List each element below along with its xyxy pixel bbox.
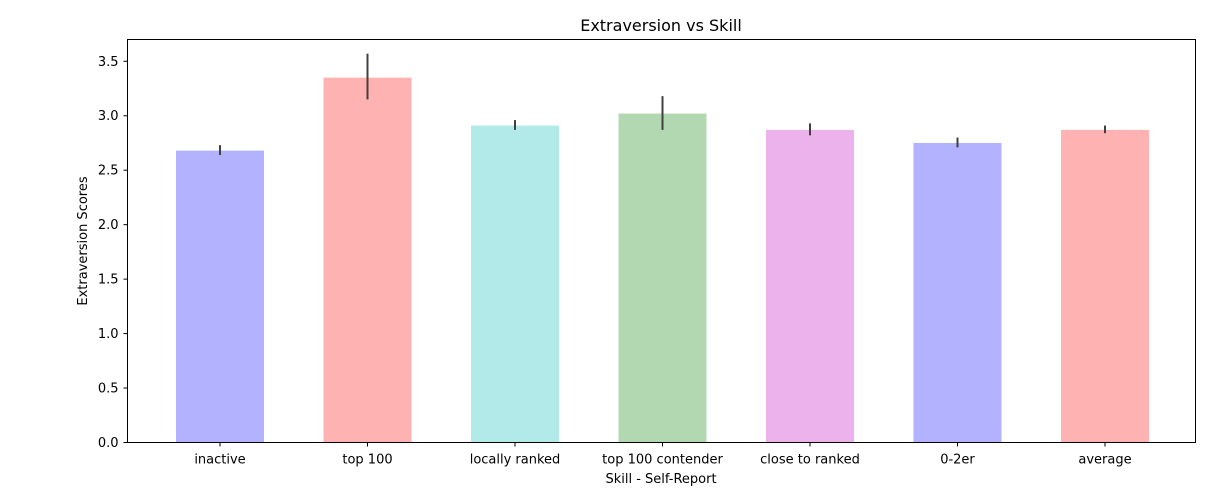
- bar-1: [323, 77, 412, 443]
- y-axis: 0.0 0.5 1.0 1.5 2.0 2.5 3.0 3.5: [98, 55, 128, 451]
- y-tick-label-6: 3.0: [98, 109, 119, 124]
- y-axis-label: Extraversion Scores: [76, 176, 91, 305]
- chart-title: Extraversion vs Skill: [580, 16, 742, 35]
- bar-3: [618, 113, 707, 443]
- y-tick-label-3: 1.5: [98, 273, 119, 288]
- x-tick-label-2: locally ranked: [470, 453, 561, 468]
- x-tick-label-1: top 100: [342, 453, 392, 468]
- x-tick-label-0: inactive: [194, 453, 245, 468]
- bar-5: [913, 142, 1002, 443]
- y-tick-label-1: 0.5: [98, 382, 119, 397]
- x-axis: inactive top 100 locally ranked top 100 con…: [194, 442, 1132, 468]
- x-tick-label-3: top 100 contender: [602, 453, 723, 468]
- x-tick-label-6: average: [1078, 453, 1131, 468]
- bars-layer: [176, 77, 1149, 443]
- y-tick-label-2: 1.0: [98, 327, 119, 342]
- y-tick-label-7: 3.5: [98, 55, 119, 70]
- bar-6: [1061, 129, 1149, 443]
- x-tick-label-4: close to ranked: [760, 453, 860, 468]
- error-bars-layer: [219, 53, 1106, 155]
- bar-2: [471, 125, 559, 443]
- bar-0: [176, 150, 264, 443]
- y-tick-label-0: 0.0: [98, 436, 119, 451]
- plot-frame: [127, 39, 1196, 443]
- y-tick-label-4: 2.0: [98, 218, 119, 233]
- x-axis-label: Skill - Self-Report: [605, 472, 716, 487]
- x-tick-label-5: 0-2er: [940, 453, 975, 468]
- bar-4: [766, 129, 854, 443]
- y-tick-label-5: 2.5: [98, 164, 119, 179]
